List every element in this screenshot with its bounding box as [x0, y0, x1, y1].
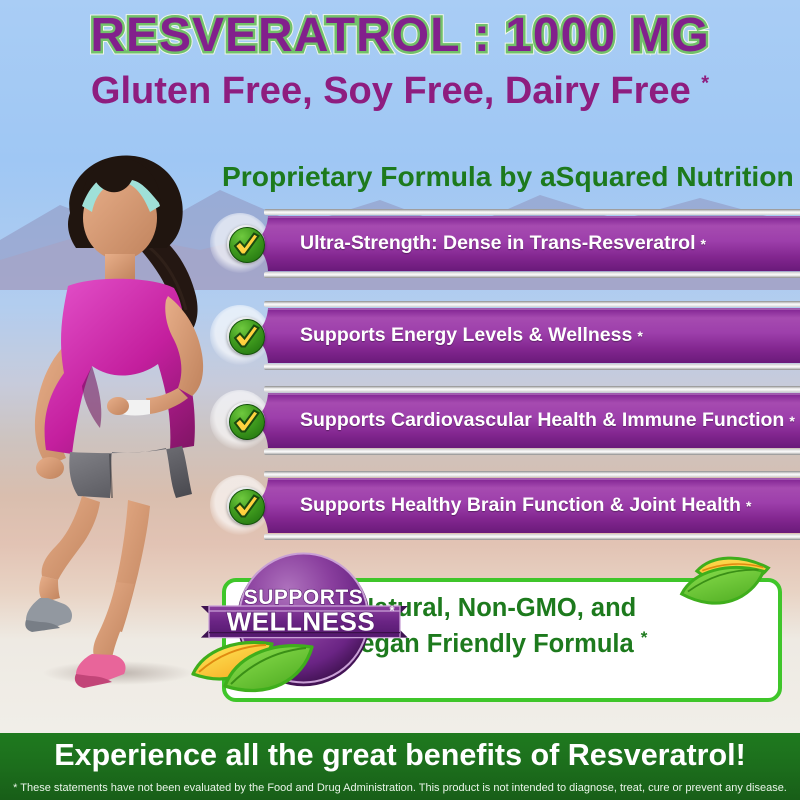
svg-text:WELLNESS: WELLNESS: [227, 607, 375, 637]
